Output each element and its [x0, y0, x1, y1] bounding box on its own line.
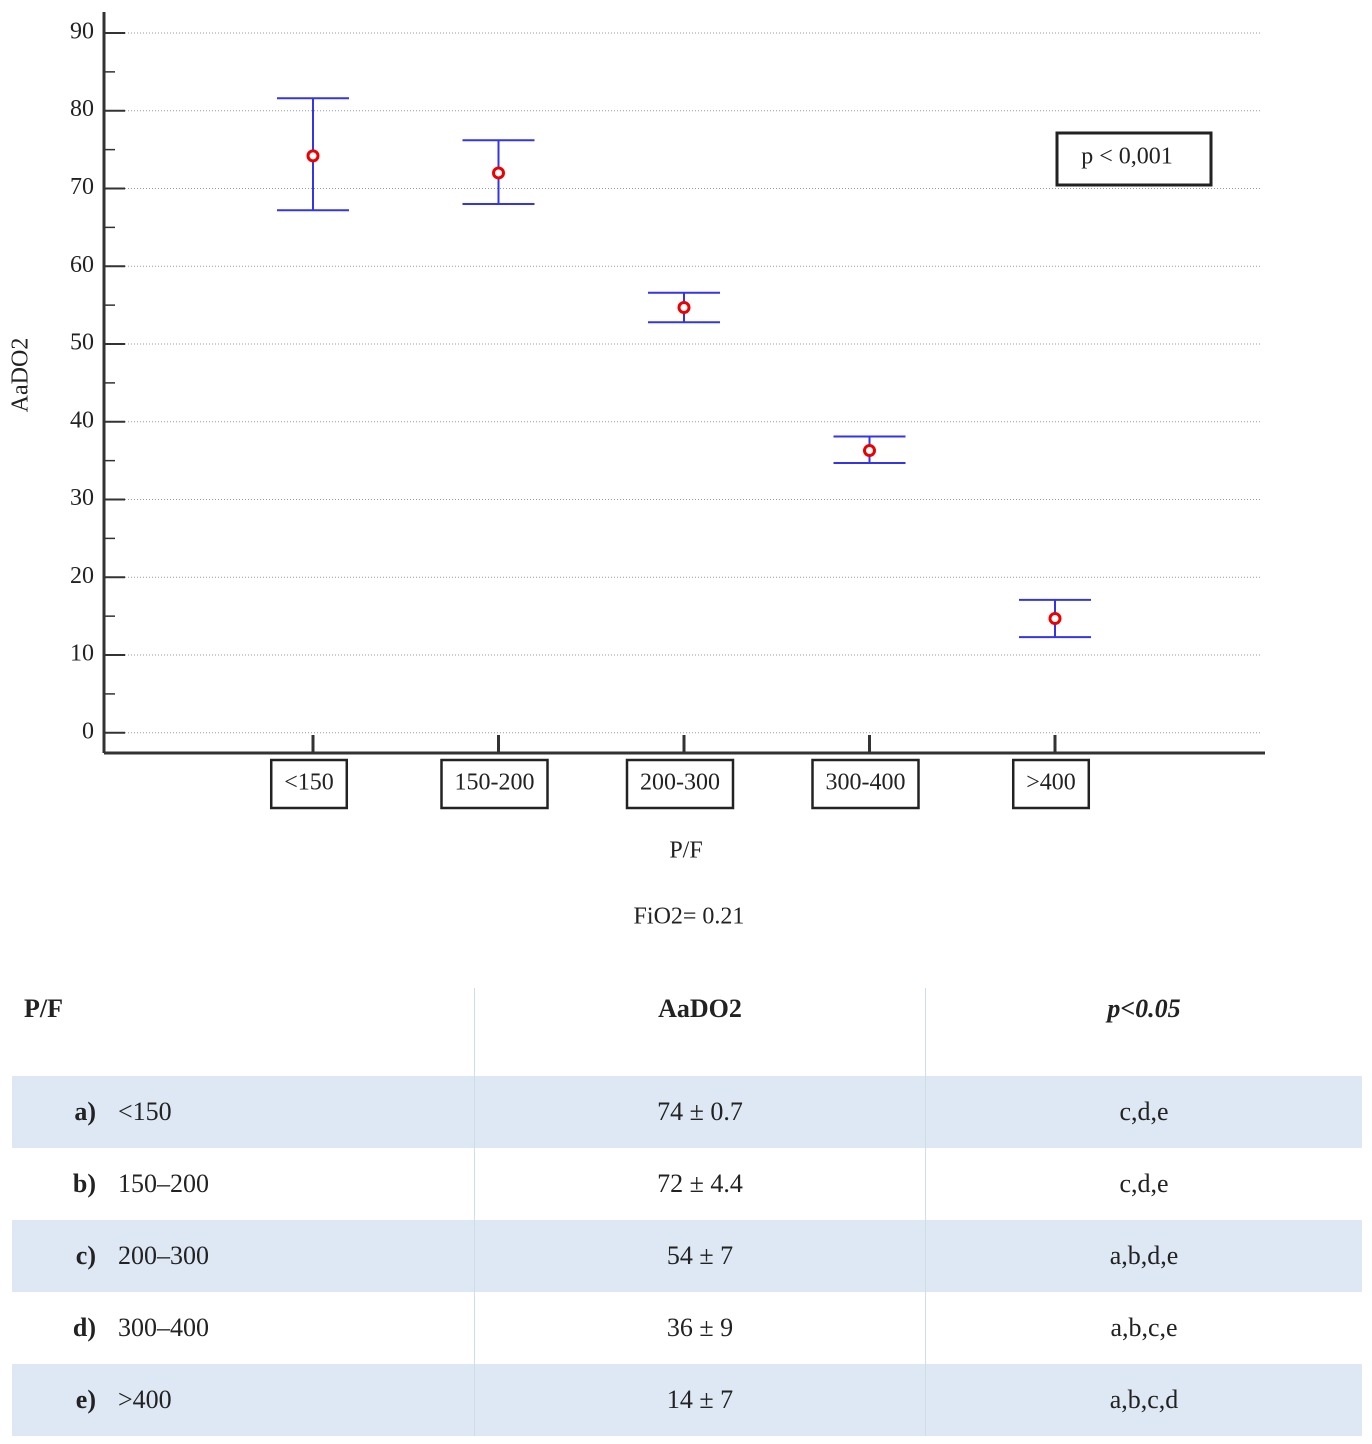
- cell: d) 300–400: [12, 1292, 475, 1364]
- x-axis-label: P/F: [669, 838, 702, 864]
- table-row: e) >400 14 ± 7 a,b,c,d: [12, 1364, 1362, 1436]
- x-tick-box: [269, 758, 349, 810]
- table-row: d) 300–400 36 ± 9 a,b,c,e: [12, 1292, 1362, 1364]
- cell: 36 ± 9: [474, 1292, 926, 1364]
- cell: 14 ± 7: [474, 1364, 926, 1436]
- header-cell: AaDO2: [474, 988, 926, 1076]
- mean-marker: [863, 444, 876, 458]
- cell: b) 150–200: [12, 1148, 475, 1220]
- row-range: 300–400: [118, 1313, 209, 1342]
- x-tick-box: [811, 758, 920, 810]
- y-tick-label: 10: [70, 641, 94, 667]
- y-axis-label: AaDO2: [8, 338, 34, 413]
- x-tick-box: [1011, 758, 1091, 810]
- cell: e) >400: [12, 1364, 475, 1436]
- row-letter: d): [72, 1313, 96, 1342]
- table-row: a) <150 74 ± 0.7 c,d,e: [12, 1076, 1362, 1148]
- row-range: 200–300: [118, 1241, 209, 1270]
- x-tick-label: >400: [1026, 770, 1076, 796]
- annotation: p < 0,001: [1081, 144, 1173, 170]
- cell: a,b,c,e: [925, 1292, 1362, 1364]
- cell: c,d,e: [925, 1076, 1362, 1148]
- row-letter: b): [72, 1169, 96, 1198]
- y-tick-label: 70: [70, 174, 94, 200]
- x-tick-label: 150-200: [455, 770, 535, 796]
- table-row: c) 200–300 54 ± 7 a,b,d,e: [12, 1220, 1362, 1292]
- row-letter: c): [75, 1241, 96, 1270]
- cell: c,d,e: [925, 1148, 1362, 1220]
- header-cell: P/F: [24, 994, 63, 1023]
- chart: AaDO2 P/F FiO2= 0.21 p < 0,001 0 10 20 30 40…: [8, 12, 1265, 930]
- cell: c) 200–300: [12, 1220, 475, 1292]
- x-tick-label: 200-300: [640, 770, 720, 796]
- annotation-box: [1055, 131, 1213, 187]
- row-letter: a): [74, 1097, 96, 1126]
- mean-marker: [306, 149, 320, 163]
- y-tick-label: 90: [70, 18, 94, 44]
- table: P/F AaDO2 p<0.05 a) <150 74 ± 0.7 c,d,e b) 15…: [12, 988, 1362, 1436]
- header-cell: p<0.05: [925, 988, 1362, 1076]
- mean-marker: [1048, 611, 1062, 625]
- header-row: P/F AaDO2 p<0.05: [12, 988, 1362, 1076]
- cell: a,b,c,d: [925, 1364, 1362, 1436]
- x-tick-box: [625, 758, 735, 810]
- row-range: >400: [118, 1385, 172, 1414]
- row-range: 150–200: [118, 1169, 209, 1198]
- mean-marker: [677, 300, 691, 314]
- y-tick-label: 80: [70, 96, 94, 122]
- cell: 74 ± 0.7: [474, 1076, 926, 1148]
- x-tick-label: 300-400: [826, 770, 906, 796]
- y-tick-label: 30: [70, 485, 94, 511]
- table-row: b) 150–200 72 ± 4.4 c,d,e: [12, 1148, 1362, 1220]
- cell: 72 ± 4.4: [474, 1148, 926, 1220]
- row-letter: e): [75, 1385, 96, 1414]
- y-tick-label: 40: [70, 407, 94, 433]
- x-tick-box: [440, 758, 549, 810]
- y-tick-label: 60: [70, 252, 94, 278]
- cell: a) <150: [12, 1076, 475, 1148]
- y-tick-label: 50: [70, 330, 94, 356]
- cell: a,b,d,e: [925, 1220, 1362, 1292]
- y-tick-label: 20: [70, 563, 94, 589]
- y-tick-label: 0: [82, 718, 94, 744]
- caption: FiO2= 0.21: [634, 904, 745, 930]
- mean-marker: [492, 166, 505, 180]
- row-range: <150: [118, 1097, 172, 1126]
- cell: 54 ± 7: [474, 1220, 926, 1292]
- x-tick-label: <150: [284, 770, 334, 796]
